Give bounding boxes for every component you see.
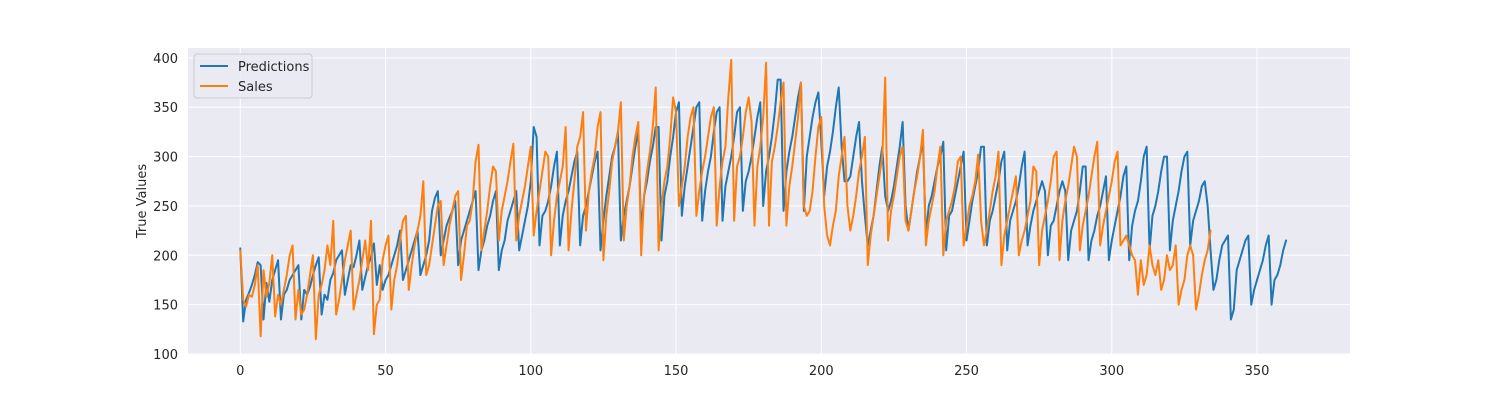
series-lines	[239, 58, 1288, 341]
x-tick-label: 50	[377, 364, 394, 379]
x-tick-labels: 0 50 100 150 200 250 300 350	[236, 364, 1269, 379]
x-tick-label: 150	[664, 364, 689, 379]
grid-lines	[188, 48, 1350, 355]
x-tick-label: 300	[1099, 364, 1124, 379]
series-line-sales	[239, 58, 1212, 341]
y-tick-label: 400	[153, 52, 178, 67]
y-tick-label: 100	[153, 348, 178, 363]
y-tick-label: 150	[153, 299, 178, 314]
y-tick-labels: 100 150 200 250 300 350 400	[153, 52, 178, 363]
y-tick-label: 250	[153, 200, 178, 215]
legend: Predictions Sales	[193, 53, 313, 99]
y-tick-label: 350	[153, 101, 178, 116]
y-tick-label: 200	[153, 249, 178, 264]
x-tick-label: 250	[954, 364, 979, 379]
x-tick-label: 350	[1245, 364, 1270, 379]
y-axis-label: True Values	[135, 164, 150, 239]
y-tick-label: 300	[153, 151, 178, 166]
legend-label: Sales	[238, 80, 273, 95]
legend-label: Predictions	[238, 60, 310, 75]
x-tick-label: 0	[236, 364, 244, 379]
x-tick-label: 200	[809, 364, 834, 379]
x-tick-label: 100	[518, 364, 543, 379]
